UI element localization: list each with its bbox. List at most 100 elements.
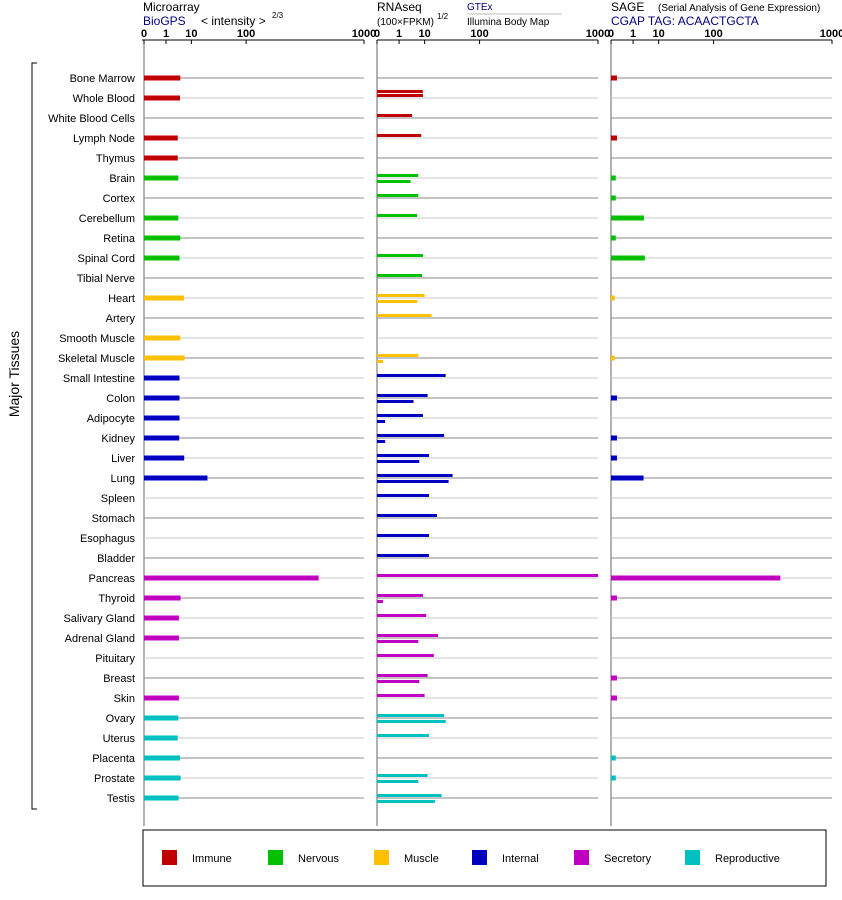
bar-microarray-lymph-node[interactable] — [144, 135, 178, 141]
bar-rnaseq-esophagus[interactable] — [377, 534, 429, 537]
bar-rnaseq-liver[interactable] — [377, 460, 420, 463]
x-tick-label: 1 — [396, 28, 402, 40]
bar-microarray-kidney[interactable] — [144, 435, 180, 441]
bar-microarray-prostate[interactable] — [144, 775, 181, 781]
bar-rnaseq-spinal-cord[interactable] — [377, 254, 423, 257]
bar-sage-lung[interactable] — [611, 475, 644, 481]
bar-rnaseq-stomach[interactable] — [377, 514, 437, 517]
bar-microarray-retina[interactable] — [144, 235, 181, 241]
bar-rnaseq-adipocyte[interactable] — [377, 420, 386, 423]
bar-rnaseq-prostate[interactable] — [377, 780, 419, 783]
bar-rnaseq-salivary-gland[interactable] — [377, 614, 427, 617]
bar-sage-breast[interactable] — [611, 675, 617, 681]
bar-rnaseq-kidney[interactable] — [377, 440, 386, 443]
bar-rnaseq-breast[interactable] — [377, 674, 428, 677]
bar-microarray-skin[interactable] — [144, 695, 179, 701]
bar-microarray-bone-marrow[interactable] — [144, 75, 181, 81]
bar-microarray-colon[interactable] — [144, 395, 180, 401]
bar-rnaseq-brain[interactable] — [377, 180, 411, 183]
bar-sage-heart[interactable] — [611, 295, 615, 301]
bar-sage-pancreas[interactable] — [611, 575, 781, 581]
bar-rnaseq-brain[interactable] — [377, 174, 419, 177]
bar-rnaseq-adipocyte[interactable] — [377, 414, 423, 417]
bar-rnaseq-ovary[interactable] — [377, 720, 446, 723]
tissue-label-artery: Artery — [106, 313, 136, 325]
bar-microarray-lung[interactable] — [144, 475, 208, 481]
bar-microarray-smooth-muscle[interactable] — [144, 335, 181, 341]
bar-sage-lymph-node[interactable] — [611, 135, 617, 141]
bar-rnaseq-testis[interactable] — [377, 794, 442, 797]
bar-rnaseq-kidney[interactable] — [377, 434, 445, 437]
sage-tag-link[interactable]: CGAP TAG: ACAACTGCTA — [611, 14, 759, 28]
bar-rnaseq-liver[interactable] — [377, 454, 429, 457]
bar-microarray-pancreas[interactable] — [144, 575, 319, 581]
bar-rnaseq-testis[interactable] — [377, 800, 435, 803]
bar-rnaseq-skeletal-muscle[interactable] — [377, 354, 419, 357]
bar-rnaseq-cortex[interactable] — [377, 194, 419, 197]
bar-rnaseq-heart[interactable] — [377, 294, 425, 297]
bar-rnaseq-uterus[interactable] — [377, 734, 429, 737]
bar-rnaseq-artery[interactable] — [377, 314, 432, 317]
bar-rnaseq-small-intestine[interactable] — [377, 374, 446, 377]
bar-rnaseq-adrenal-gland[interactable] — [377, 640, 419, 643]
bar-sage-spinal-cord[interactable] — [611, 255, 645, 261]
bar-microarray-thymus[interactable] — [144, 155, 178, 161]
bar-sage-liver[interactable] — [611, 455, 617, 461]
bar-sage-skeletal-muscle[interactable] — [611, 355, 615, 361]
bar-microarray-thyroid[interactable] — [144, 595, 181, 601]
bar-rnaseq-thyroid[interactable] — [377, 594, 423, 597]
bar-sage-colon[interactable] — [611, 395, 617, 401]
bar-microarray-skeletal-muscle[interactable] — [144, 355, 185, 361]
bar-rnaseq-colon[interactable] — [377, 400, 414, 403]
bar-microarray-brain[interactable] — [144, 175, 179, 181]
bar-microarray-small-intestine[interactable] — [144, 375, 180, 381]
bar-rnaseq-thyroid[interactable] — [377, 600, 383, 603]
bar-microarray-salivary-gland[interactable] — [144, 615, 179, 621]
bar-sage-placenta[interactable] — [611, 755, 616, 761]
bar-microarray-liver[interactable] — [144, 455, 185, 461]
bar-rnaseq-heart[interactable] — [377, 300, 418, 303]
tissue-label-esophagus: Esophagus — [80, 533, 136, 545]
bar-rnaseq-bladder[interactable] — [377, 554, 429, 557]
bar-microarray-testis[interactable] — [144, 795, 179, 801]
bar-sage-prostate[interactable] — [611, 775, 616, 781]
bar-microarray-ovary[interactable] — [144, 715, 179, 721]
bar-rnaseq-cerebellum[interactable] — [377, 214, 418, 217]
bar-rnaseq-skeletal-muscle[interactable] — [377, 360, 383, 363]
bar-rnaseq-skin[interactable] — [377, 694, 425, 697]
bar-microarray-adrenal-gland[interactable] — [144, 635, 179, 641]
gtex-link[interactable]: GTEx — [467, 2, 493, 13]
bar-sage-bone-marrow[interactable] — [611, 75, 617, 81]
bar-sage-cortex[interactable] — [611, 195, 616, 201]
bar-rnaseq-tibial-nerve[interactable] — [377, 274, 423, 277]
bar-rnaseq-whole-blood[interactable] — [377, 90, 423, 93]
bar-microarray-heart[interactable] — [144, 295, 184, 301]
bar-rnaseq-breast[interactable] — [377, 680, 420, 683]
bar-rnaseq-colon[interactable] — [377, 394, 428, 397]
bar-rnaseq-lymph-node[interactable] — [377, 134, 422, 137]
bar-microarray-uterus[interactable] — [144, 735, 178, 741]
bar-rnaseq-adrenal-gland[interactable] — [377, 634, 438, 637]
bar-rnaseq-pituitary[interactable] — [377, 654, 434, 657]
bar-rnaseq-lung[interactable] — [377, 480, 449, 483]
bar-sage-brain[interactable] — [611, 175, 616, 181]
bar-rnaseq-whole-blood[interactable] — [377, 94, 423, 97]
biogps-link[interactable]: BioGPS — [143, 14, 186, 28]
bar-rnaseq-prostate[interactable] — [377, 774, 428, 777]
bar-rnaseq-spleen[interactable] — [377, 494, 429, 497]
bar-rnaseq-ovary[interactable] — [377, 714, 445, 717]
bar-rnaseq-white-blood-cells[interactable] — [377, 114, 413, 117]
bar-microarray-placenta[interactable] — [144, 755, 181, 761]
bar-sage-skin[interactable] — [611, 695, 617, 701]
intensity-exponent: 2/3 — [272, 11, 284, 20]
bar-sage-thyroid[interactable] — [611, 595, 617, 601]
bar-microarray-spinal-cord[interactable] — [144, 255, 180, 261]
bar-rnaseq-pancreas[interactable] — [377, 574, 598, 577]
bar-sage-retina[interactable] — [611, 235, 616, 241]
bar-microarray-whole-blood[interactable] — [144, 95, 181, 101]
bar-rnaseq-lung[interactable] — [377, 474, 453, 477]
bar-sage-kidney[interactable] — [611, 435, 617, 441]
bar-microarray-cerebellum[interactable] — [144, 215, 179, 221]
bar-sage-cerebellum[interactable] — [611, 215, 644, 221]
bar-microarray-adipocyte[interactable] — [144, 415, 180, 421]
